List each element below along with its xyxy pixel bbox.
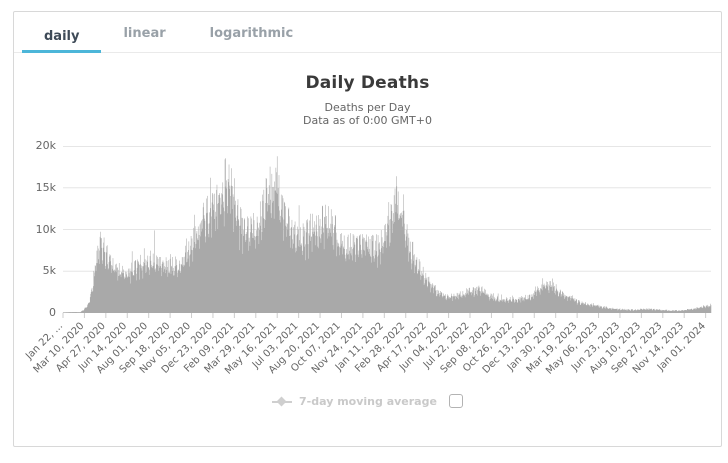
tab-logarithmic[interactable]: logarithmic <box>188 12 316 53</box>
chart-subtitle-line1: Deaths per Day <box>324 101 411 114</box>
legend-label: 7-day moving average <box>299 394 437 408</box>
daily-deaths-bars <box>62 156 712 313</box>
y-axis-tick-label: 20k <box>35 139 56 152</box>
tab-daily[interactable]: daily <box>22 12 102 53</box>
tab-bar: daily linear logarithmic <box>14 12 721 53</box>
x-axis-labels: Jan 22, ... Mar 10, 2020 Apr 27, 2020 Jun 1… <box>23 320 708 377</box>
x-axis-ticks <box>62 313 707 318</box>
y-axis-tick-label: 5k <box>42 264 56 278</box>
moving-average-checkbox[interactable] <box>448 394 463 408</box>
y-axis-labels: 0 5k 10k 15k 20k <box>14 139 56 319</box>
chart-card: daily linear logarithmic Daily Deaths De… <box>13 11 722 447</box>
daily-deaths-bar-chart <box>62 146 712 318</box>
chart-subtitle: Deaths per Day Data as of 0:00 GMT+0 <box>14 101 721 127</box>
legend-item-moving-average[interactable]: 7-day moving average <box>272 394 437 409</box>
y-axis-tick-label: 15k <box>35 180 56 194</box>
tab-logarithmic-label: logarithmic <box>209 26 294 41</box>
y-axis-tick-label: 10k <box>35 222 56 236</box>
moving-average-marker-icon <box>272 394 293 409</box>
tab-linear[interactable]: linear <box>101 12 187 53</box>
tab-linear-label: linear <box>123 26 166 41</box>
tab-daily-label: daily <box>44 29 80 44</box>
chart-title: Daily Deaths <box>305 73 430 93</box>
legend: 7-day moving average <box>14 391 721 411</box>
y-axis-tick-label: 0 <box>49 306 56 319</box>
chart-subtitle-line2: Data as of 0:00 GMT+0 <box>303 114 432 127</box>
